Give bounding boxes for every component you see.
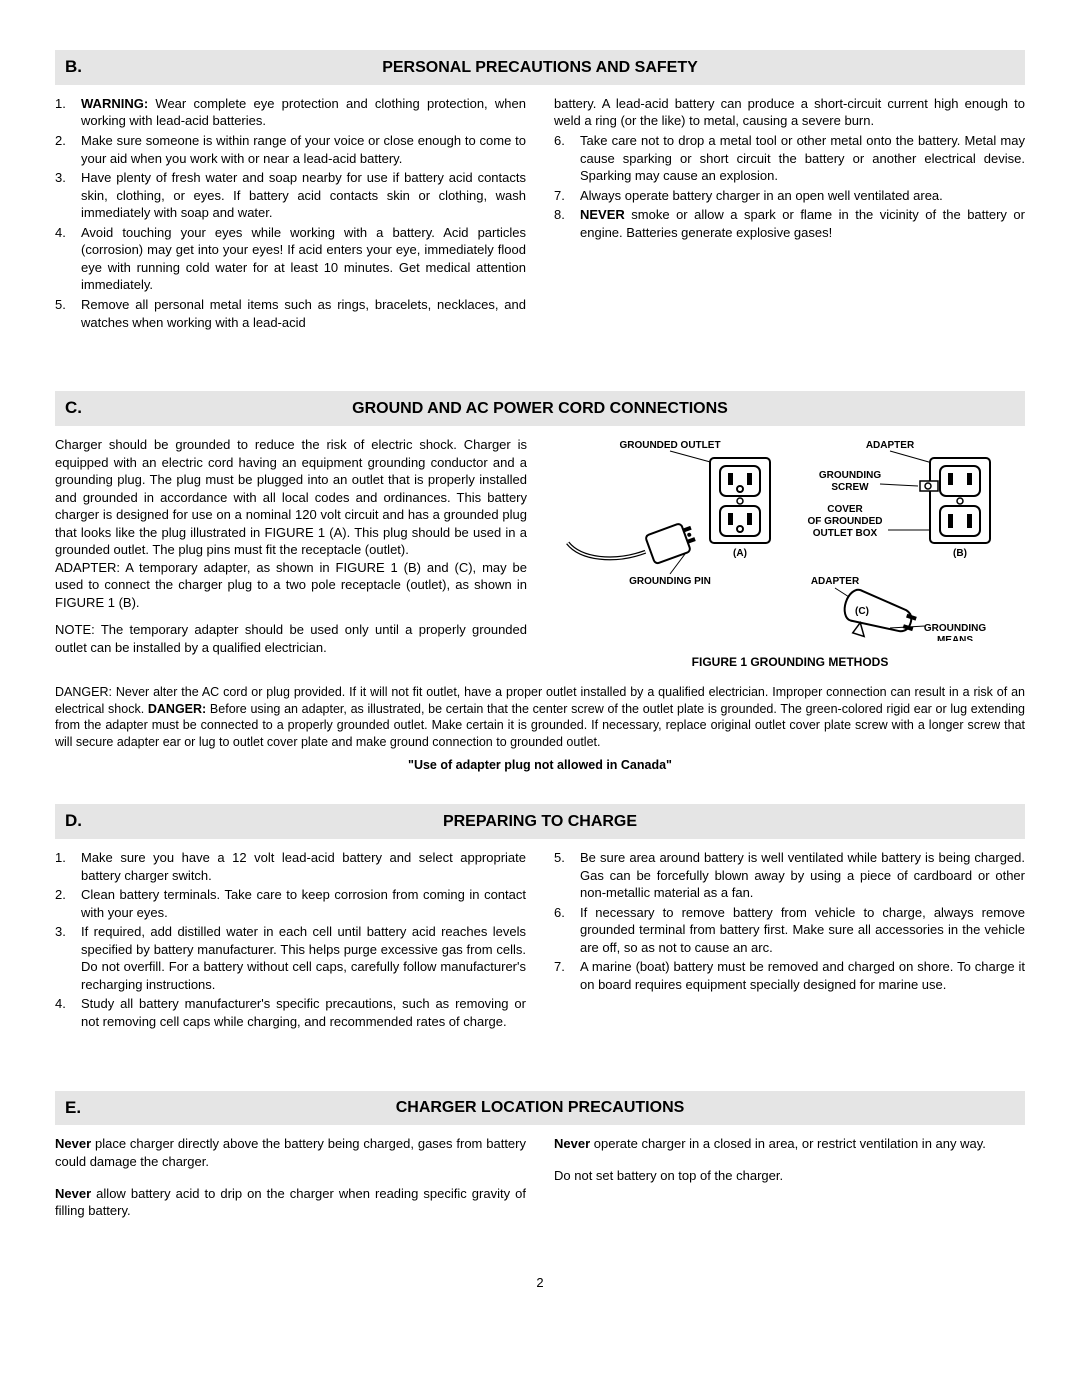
section-header-b: B. PERSONAL PRECAUTIONS AND SAFETY bbox=[55, 50, 1025, 85]
section-e-body: Never place charger directly above the b… bbox=[55, 1135, 1025, 1233]
svg-text:MEANS: MEANS bbox=[937, 635, 973, 641]
figure-1: GROUNDED OUTLET bbox=[555, 436, 1025, 670]
section-title: GROUND AND AC POWER CORD CONNECTIONS bbox=[105, 398, 975, 420]
text: Clean battery terminals. Take care to ke… bbox=[81, 887, 526, 920]
svg-text:ADAPTER: ADAPTER bbox=[866, 440, 915, 451]
para: ADAPTER: A temporary adapter, as shown i… bbox=[55, 559, 527, 612]
bold-text: WARNING: bbox=[81, 96, 148, 111]
text: If required, add distilled water in each… bbox=[81, 924, 526, 992]
para: NOTE: The temporary adapter should be us… bbox=[55, 621, 527, 656]
text: Wear complete eye protection and clothin… bbox=[81, 96, 526, 129]
section-title: PREPARING TO CHARGE bbox=[105, 811, 975, 833]
section-letter: B. bbox=[65, 56, 105, 79]
text: Do not set battery on top of the charger… bbox=[554, 1168, 783, 1183]
text: operate charger in a closed in area, or … bbox=[590, 1136, 986, 1151]
svg-text:SCREW: SCREW bbox=[831, 482, 869, 493]
list-item: Remove all personal metal items such as … bbox=[55, 296, 526, 331]
list-b-right: Take care not to drop a metal tool or ot… bbox=[554, 132, 1025, 241]
section-header-e: E. CHARGER LOCATION PRECAUTIONS bbox=[55, 1091, 1025, 1126]
list-item: Avoid touching your eyes while working w… bbox=[55, 224, 526, 294]
list-item: Clean battery terminals. Take care to ke… bbox=[55, 886, 526, 921]
list-item: Make sure you have a 12 volt lead-acid b… bbox=[55, 849, 526, 884]
list-item: Make sure someone is within range of you… bbox=[55, 132, 526, 167]
svg-text:GROUNDED OUTLET: GROUNDED OUTLET bbox=[619, 440, 720, 451]
list-item: If necessary to remove battery from vehi… bbox=[554, 904, 1025, 957]
svg-text:(C): (C) bbox=[855, 606, 869, 617]
text: A marine (boat) battery must be removed … bbox=[580, 959, 1025, 992]
canada-note: "Use of adapter plug not allowed in Cana… bbox=[55, 757, 1025, 774]
bold-text: NEVER bbox=[580, 207, 625, 222]
continuation-text: battery. A lead-acid battery can produce… bbox=[554, 95, 1025, 130]
list-item: WARNING: Wear complete eye protection an… bbox=[55, 95, 526, 130]
text: Have plenty of fresh water and soap near… bbox=[81, 170, 526, 220]
text: Avoid touching your eyes while working w… bbox=[81, 225, 526, 293]
svg-text:GROUNDING: GROUNDING bbox=[924, 623, 986, 634]
para: Never allow battery acid to drip on the … bbox=[55, 1185, 526, 1220]
section-title: PERSONAL PRECAUTIONS AND SAFETY bbox=[105, 57, 975, 79]
list-d-left: Make sure you have a 12 volt lead-acid b… bbox=[55, 849, 526, 1030]
section-header-d: D. PREPARING TO CHARGE bbox=[55, 804, 1025, 839]
text: Make sure you have a 12 volt lead-acid b… bbox=[81, 850, 526, 883]
list-item: A marine (boat) battery must be removed … bbox=[554, 958, 1025, 993]
section-letter: C. bbox=[65, 397, 105, 420]
section-b-body: WARNING: Wear complete eye protection an… bbox=[55, 95, 1025, 333]
section-letter: E. bbox=[65, 1097, 105, 1120]
section-header-c: C. GROUND AND AC POWER CORD CONNECTIONS bbox=[55, 391, 1025, 426]
text: place charger directly above the battery… bbox=[55, 1136, 526, 1169]
grounding-diagram: GROUNDED OUTLET bbox=[560, 436, 1020, 641]
para: Charger should be grounded to reduce the… bbox=[55, 436, 527, 559]
list-d-right: Be sure area around battery is well vent… bbox=[554, 849, 1025, 993]
bold-text: Never bbox=[554, 1136, 590, 1151]
bold-text: Never bbox=[55, 1136, 91, 1151]
text: Be sure area around battery is well vent… bbox=[580, 850, 1025, 900]
list-b-left: WARNING: Wear complete eye protection an… bbox=[55, 95, 526, 331]
svg-text:(A): (A) bbox=[733, 548, 747, 559]
text: Take care not to drop a metal tool or ot… bbox=[580, 133, 1025, 183]
text: smoke or allow a spark or flame in the v… bbox=[580, 207, 1025, 240]
list-item: Be sure area around battery is well vent… bbox=[554, 849, 1025, 902]
list-item: Have plenty of fresh water and soap near… bbox=[55, 169, 526, 222]
figure-caption: FIGURE 1 GROUNDING METHODS bbox=[555, 654, 1025, 670]
page-number: 2 bbox=[55, 1274, 1025, 1292]
text: Remove all personal metal items such as … bbox=[81, 297, 526, 330]
text: If necessary to remove battery from vehi… bbox=[580, 905, 1025, 955]
text: Always operate battery charger in an ope… bbox=[580, 188, 943, 203]
list-item: Always operate battery charger in an ope… bbox=[554, 187, 1025, 205]
svg-text:OF GROUNDED: OF GROUNDED bbox=[808, 516, 883, 527]
danger-block: DANGER: Never alter the AC cord or plug … bbox=[55, 684, 1025, 752]
para: Never operate charger in a closed in are… bbox=[554, 1135, 1025, 1153]
svg-text:COVER: COVER bbox=[827, 504, 863, 515]
list-item: If required, add distilled water in each… bbox=[55, 923, 526, 993]
para: Never place charger directly above the b… bbox=[55, 1135, 526, 1170]
danger-bold: DANGER: bbox=[148, 702, 206, 716]
list-item: NEVER smoke or allow a spark or flame in… bbox=[554, 206, 1025, 241]
section-title: CHARGER LOCATION PRECAUTIONS bbox=[105, 1097, 975, 1119]
list-item: Take care not to drop a metal tool or ot… bbox=[554, 132, 1025, 185]
section-d-body: Make sure you have a 12 volt lead-acid b… bbox=[55, 849, 1025, 1032]
section-letter: D. bbox=[65, 810, 105, 833]
list-item: Study all battery manufacturer's specifi… bbox=[55, 995, 526, 1030]
text: Study all battery manufacturer's specifi… bbox=[81, 996, 526, 1029]
svg-text:ADAPTER: ADAPTER bbox=[811, 576, 860, 587]
svg-text:GROUNDING: GROUNDING bbox=[819, 470, 881, 481]
text: Make sure someone is within range of you… bbox=[81, 133, 526, 166]
section-c-body: Charger should be grounded to reduce the… bbox=[55, 436, 1025, 670]
svg-text:(B): (B) bbox=[953, 548, 967, 559]
para: Do not set battery on top of the charger… bbox=[554, 1167, 1025, 1185]
text: allow battery acid to drip on the charge… bbox=[55, 1186, 526, 1219]
svg-text:GROUNDING PIN: GROUNDING PIN bbox=[629, 576, 711, 587]
svg-text:OUTLET BOX: OUTLET BOX bbox=[813, 528, 878, 539]
bold-text: Never bbox=[55, 1186, 91, 1201]
